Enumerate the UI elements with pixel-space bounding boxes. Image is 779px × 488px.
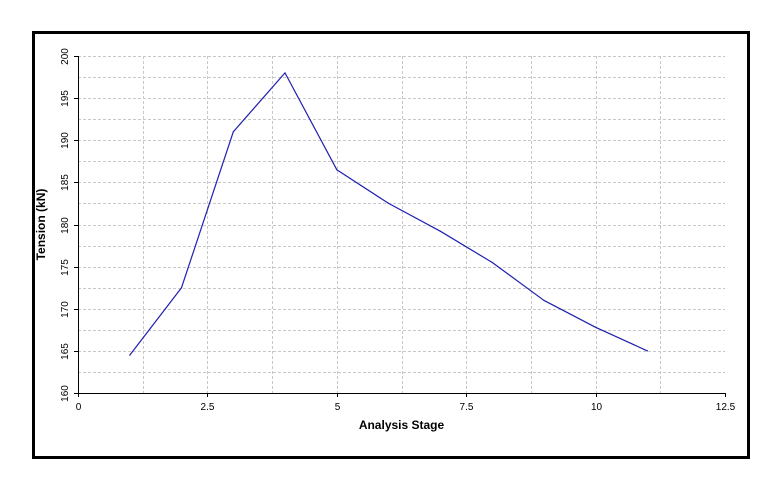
data-point <box>439 230 441 232</box>
y-tick-label: 160 <box>60 385 71 402</box>
data-point <box>543 299 545 301</box>
data-point <box>646 350 649 352</box>
x-tick-label: 7.5 <box>460 402 474 413</box>
data-point <box>491 261 493 263</box>
grid <box>78 56 725 393</box>
axes <box>74 56 726 397</box>
data-point <box>336 169 338 171</box>
data-point <box>388 202 390 204</box>
x-tick-label: 5 <box>335 402 341 413</box>
x-axis-title: Analysis Stage <box>359 418 445 432</box>
x-tick-label: 10 <box>591 402 603 413</box>
data-point <box>232 131 234 133</box>
tick-labels: 0 2.5 5 7.5 10 12.5 160 165 170 175 180 185 190 195 20… <box>60 48 736 413</box>
chart-frame: 0 2.5 5 7.5 10 12.5 160 165 170 175 180 185 190 195 20… <box>32 31 750 459</box>
x-tick-label: 0 <box>76 402 82 413</box>
y-tick-label: 195 <box>60 90 71 107</box>
data-point <box>284 72 286 74</box>
y-axis-title: Tension (kN) <box>35 189 48 261</box>
y-tick-label: 185 <box>60 174 71 191</box>
line-chart: 0 2.5 5 7.5 10 12.5 160 165 170 175 180 185 190 195 20… <box>35 48 736 432</box>
data-point <box>129 354 131 356</box>
y-tick-label: 175 <box>60 259 71 276</box>
x-tick-label: 2.5 <box>201 402 215 413</box>
series-layer <box>129 72 649 356</box>
data-point <box>180 287 183 289</box>
y-tick-label: 200 <box>60 48 71 65</box>
y-tick-label: 170 <box>60 301 71 318</box>
x-tick-label: 12.5 <box>716 402 736 413</box>
data-point <box>595 326 597 328</box>
y-tick-label: 165 <box>60 343 71 360</box>
y-tick-label: 190 <box>60 132 71 149</box>
y-tick-label: 180 <box>60 217 71 234</box>
